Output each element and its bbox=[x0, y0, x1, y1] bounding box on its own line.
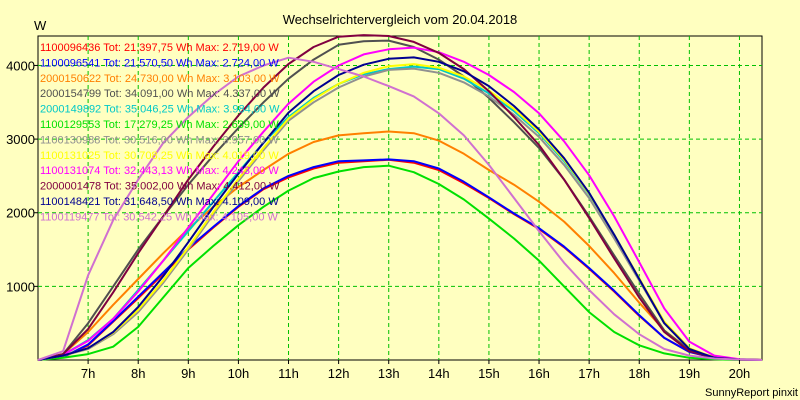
plot-frame bbox=[37, 35, 763, 361]
legend-entry-2000150622: 2000150622 Tot: 24.730,00 Wh Max: 3.103,… bbox=[40, 73, 280, 85]
y-tick-label: 1000 bbox=[6, 279, 35, 294]
legend-entry-2000149892: 2000149892 Tot: 35.046,25 Wh Max: 3.984,… bbox=[40, 104, 280, 116]
legend-entry-1100131074: 1100131074 Tot: 32.443,13 Wh Max: 4.243,… bbox=[40, 165, 279, 177]
x-tick-label: 11h bbox=[278, 366, 299, 381]
grid bbox=[38, 36, 762, 360]
x-tick-label: 12h bbox=[328, 366, 350, 381]
chart-title: Wechselrichtervergleich vom 20.04.2018 bbox=[283, 12, 518, 27]
x-tick-label: 15h bbox=[478, 366, 500, 381]
legend-entry-1100129553: 1100129553 Tot: 17.279,25 Wh Max: 2.639,… bbox=[40, 119, 279, 131]
x-tick-label: 14h bbox=[428, 366, 450, 381]
series-line-1100096541 bbox=[37, 158, 763, 361]
x-tick-label: 17h bbox=[578, 366, 600, 381]
legend-entry-1100119477: 1100119477 Tot: 30.542,25 Wh Max: 4.105,… bbox=[40, 211, 279, 223]
series-line-1100131074 bbox=[37, 46, 763, 361]
y-tick-label: 3000 bbox=[6, 132, 35, 147]
x-tick-label: 20h bbox=[729, 366, 751, 381]
x-tick-label: 9h bbox=[181, 366, 195, 381]
legend-entry-1100096541: 1100096541 Tot: 21.570,50 Wh Max: 2.724,… bbox=[40, 57, 279, 69]
legend-entry-1100130988: 1100130988 Tot: 30.516,00 Wh Max: 3.957,… bbox=[40, 134, 279, 146]
x-tick-label: 13h bbox=[378, 366, 400, 381]
legend: 1100096436 Tot: 21.397,75 Wh Max: 2.719,… bbox=[40, 42, 280, 223]
series-lines bbox=[37, 34, 763, 361]
series-line-2000150622 bbox=[37, 130, 763, 361]
y-tick-label: 4000 bbox=[6, 58, 35, 73]
x-tick-label: 19h bbox=[678, 366, 700, 381]
series-line-1100119477 bbox=[37, 56, 763, 361]
legend-entry-1100148421: 1100148421 Tot: 31.648,50 Wh Max: 4.109,… bbox=[40, 196, 279, 208]
series-line-1100129553 bbox=[37, 164, 762, 361]
x-axis-ticks: 7h 8h 9h 10h 11h 12h 13h 14h 15h 16h 17h 18h 19h 20h bbox=[81, 360, 750, 381]
legend-entry-2000154799: 2000154799 Tot: 34.091,00 Wh Max: 4.337,… bbox=[40, 88, 280, 100]
x-tick-label: 16h bbox=[528, 366, 550, 381]
legend-entry-2000001478: 2000001478 Tot: 35.002,00 Wh Max: 4.412,… bbox=[40, 181, 280, 193]
legend-entry-1100096436: 1100096436 Tot: 21.397,75 Wh Max: 2.719,… bbox=[40, 42, 279, 54]
series-line-1100148421 bbox=[37, 56, 763, 361]
credit-label: SunnyReport pinxit bbox=[705, 387, 798, 399]
x-tick-label: 18h bbox=[628, 366, 650, 381]
x-tick-label: 10h bbox=[228, 366, 250, 381]
legend-entry-1100131025: 1100131025 Tot: 30.708,25 Wh Max: 4.019,… bbox=[40, 150, 279, 162]
y-axis-ticks: 1000 2000 3000 4000 bbox=[6, 58, 38, 294]
y-axis-label: W bbox=[34, 18, 47, 33]
series-line-2000001478 bbox=[37, 34, 763, 361]
x-tick-label: 7h bbox=[81, 366, 95, 381]
x-tick-label: 8h bbox=[131, 366, 145, 381]
y-tick-label: 2000 bbox=[6, 206, 35, 221]
